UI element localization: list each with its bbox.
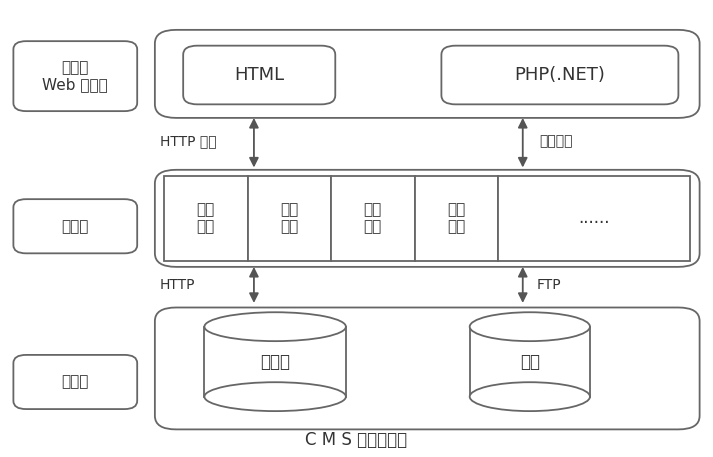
FancyBboxPatch shape [205,327,346,397]
Ellipse shape [470,312,590,341]
FancyBboxPatch shape [155,170,699,267]
Bar [247,175,331,261]
Text: 用户
管理: 用户 管理 [280,202,299,234]
FancyBboxPatch shape [155,30,699,118]
Text: 数据库: 数据库 [260,353,290,371]
Text: 内容
管理: 内容 管理 [197,202,215,234]
Bar [414,175,498,261]
FancyBboxPatch shape [441,46,678,104]
Text: C M S 工作原理图: C M S 工作原理图 [305,431,408,449]
Text: PHP(.NET): PHP(.NET) [515,66,605,84]
FancyBboxPatch shape [183,46,335,104]
FancyBboxPatch shape [470,327,590,397]
Text: 流量
管理: 流量 管理 [364,202,382,234]
Text: 表现层
Web 浏览器: 表现层 Web 浏览器 [42,60,108,92]
Text: HTTP: HTTP [160,278,195,292]
Text: 动态发布: 动态发布 [539,134,573,149]
Bar [164,175,247,261]
Text: 栏目
管理: 栏目 管理 [447,202,466,234]
Text: HTML: HTML [234,66,284,84]
Ellipse shape [470,382,590,411]
Ellipse shape [205,312,346,341]
FancyBboxPatch shape [155,308,699,430]
Bar [498,175,690,261]
FancyBboxPatch shape [14,355,137,409]
Bar [331,175,414,261]
Text: HTTP 协议: HTTP 协议 [160,134,217,149]
Text: 数据层: 数据层 [61,374,89,389]
FancyBboxPatch shape [14,199,137,253]
Text: 应用层: 应用层 [61,219,89,234]
Ellipse shape [205,382,346,411]
Text: FTP: FTP [537,278,562,292]
Text: ......: ...... [578,209,610,227]
Text: 文件: 文件 [520,353,540,371]
FancyBboxPatch shape [14,41,137,111]
